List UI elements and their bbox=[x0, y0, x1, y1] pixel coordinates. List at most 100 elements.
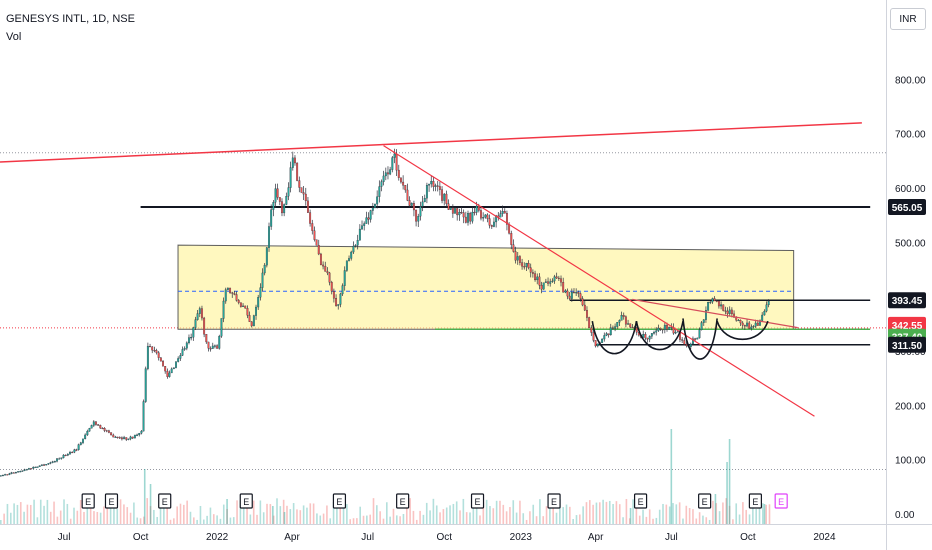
price-label-text: 393.45 bbox=[892, 296, 923, 307]
time-tick-label: Apr bbox=[588, 532, 604, 543]
candle-body bbox=[536, 276, 539, 281]
candle-body bbox=[542, 282, 545, 290]
volume-bar bbox=[539, 499, 541, 524]
candle-body bbox=[544, 281, 547, 283]
candle-body bbox=[244, 305, 247, 309]
candle-body bbox=[767, 301, 770, 306]
volume-bar bbox=[0, 519, 2, 524]
candle-body bbox=[531, 272, 534, 274]
time-tick-label: 2023 bbox=[510, 532, 533, 543]
candle-body bbox=[653, 332, 655, 334]
volume-spike-bar bbox=[149, 484, 152, 524]
candles bbox=[0, 148, 770, 477]
candle-body bbox=[451, 207, 454, 214]
candle-body bbox=[523, 266, 526, 268]
volume-bar bbox=[386, 502, 388, 524]
volume-bar bbox=[499, 500, 501, 524]
volume-bar bbox=[346, 504, 348, 524]
candle-body bbox=[229, 287, 232, 293]
candle-body bbox=[477, 205, 480, 211]
earnings-marker-label: E bbox=[162, 497, 168, 507]
volume-bar bbox=[146, 498, 149, 524]
candle-body bbox=[205, 334, 208, 343]
candle-body bbox=[287, 187, 290, 197]
volume-spike-bar bbox=[143, 469, 146, 524]
volume-bar bbox=[622, 517, 624, 524]
candle-body bbox=[56, 458, 58, 462]
volume-spike-bar bbox=[629, 508, 632, 524]
volume-bar bbox=[399, 516, 401, 524]
candle-body bbox=[140, 430, 143, 434]
cup-pattern-arc bbox=[591, 321, 638, 355]
volume-bar bbox=[149, 506, 152, 524]
volume-bar bbox=[569, 506, 571, 524]
earnings-marker bbox=[332, 493, 347, 509]
volume-bar bbox=[359, 506, 361, 524]
candle-body bbox=[681, 339, 684, 341]
volume-bar bbox=[209, 507, 212, 524]
volume-bar bbox=[425, 502, 428, 524]
volume-bar bbox=[449, 505, 451, 524]
earnings-marker bbox=[633, 493, 648, 509]
candle-body bbox=[246, 308, 249, 316]
chart-legend: GENESYS INTL, 1D, NSE Vol bbox=[6, 10, 135, 46]
volume-bar bbox=[93, 511, 95, 524]
candle-body bbox=[294, 157, 296, 164]
volume-bar bbox=[685, 505, 688, 524]
candle-body bbox=[142, 401, 145, 432]
volume-bar bbox=[366, 515, 368, 524]
earnings-marker bbox=[81, 493, 95, 509]
candle-body bbox=[423, 198, 426, 203]
volume-bar bbox=[89, 508, 92, 524]
candle-body bbox=[181, 349, 184, 356]
candle-body bbox=[724, 310, 727, 312]
candle-body bbox=[319, 253, 322, 266]
candle-body bbox=[51, 461, 54, 463]
candle-body bbox=[397, 169, 400, 178]
volume-bar bbox=[562, 507, 564, 524]
volume-bar bbox=[459, 510, 461, 524]
volume-bar bbox=[452, 503, 455, 524]
volume-bar bbox=[332, 501, 335, 524]
candle-body bbox=[60, 457, 63, 459]
volume-bars bbox=[0, 429, 771, 524]
candle-body bbox=[363, 223, 366, 226]
volume-bar bbox=[126, 507, 129, 524]
volume-bar bbox=[405, 507, 408, 524]
volume-bar bbox=[519, 500, 521, 524]
volume-bar bbox=[389, 516, 391, 524]
volume-bar bbox=[46, 499, 49, 524]
candle-body bbox=[14, 472, 17, 474]
candle-body bbox=[151, 346, 154, 351]
volume-bar bbox=[309, 503, 312, 524]
candle-body bbox=[84, 434, 87, 440]
volume-bar bbox=[602, 499, 604, 524]
earnings-marker bbox=[774, 493, 788, 509]
candle-body bbox=[503, 211, 506, 214]
candle-body bbox=[133, 434, 136, 439]
candle-body bbox=[473, 211, 476, 214]
volume-bar bbox=[56, 516, 59, 524]
volume-bar bbox=[402, 514, 405, 524]
rising-resistance-trendline bbox=[0, 122, 862, 163]
volume-bar bbox=[549, 502, 551, 524]
candle-body bbox=[30, 468, 33, 470]
candle-body bbox=[201, 308, 203, 319]
candle-body bbox=[345, 260, 348, 271]
volume-bar bbox=[682, 518, 684, 524]
candle-body bbox=[116, 436, 119, 438]
currency-selector[interactable]: INR bbox=[890, 8, 926, 30]
candle-body bbox=[594, 340, 597, 347]
candle-body bbox=[471, 211, 474, 222]
earnings-marker bbox=[698, 493, 712, 509]
candle-body bbox=[570, 292, 573, 299]
candle-body bbox=[389, 169, 392, 175]
volume-bar bbox=[705, 517, 708, 524]
volume-bar bbox=[745, 509, 748, 524]
candle-body bbox=[694, 338, 697, 340]
candle-body bbox=[711, 298, 714, 303]
volume-bar bbox=[236, 500, 238, 524]
candle-body bbox=[207, 341, 210, 349]
volume-bar bbox=[69, 518, 72, 524]
